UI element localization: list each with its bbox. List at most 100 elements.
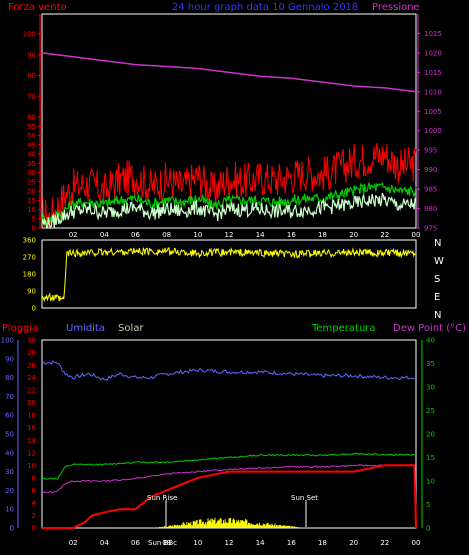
direction-tick-label: 270	[23, 254, 36, 262]
right-axis-tick-label: 1015	[424, 69, 442, 77]
rain-axis-tick-label: 100	[1, 337, 14, 345]
humidity-axis-tick-label: 8	[32, 474, 36, 482]
dewpoint-title: Dew Point (°C)	[393, 323, 466, 334]
rain-title: Pioggia	[2, 323, 38, 334]
rain-axis-tick-label: 30	[5, 468, 14, 476]
x-tick-label-bottom: 04	[100, 539, 109, 547]
direction-tick-label: 90	[27, 288, 36, 296]
humidity-axis-tick-label: 2	[32, 512, 36, 520]
rain-axis-tick-label: 20	[5, 487, 14, 495]
rain-axis-tick-label: 90	[5, 355, 14, 363]
compass-label: S	[434, 274, 440, 285]
rain-axis-tick-label: 80	[5, 374, 14, 382]
right-axis-tick-label: 975	[424, 225, 437, 233]
left-axis-tick-label: 5	[32, 215, 36, 223]
left-axis-tick-label: 90	[27, 51, 36, 59]
humidity-axis-tick-label: 10	[27, 462, 36, 470]
direction-series	[41, 246, 416, 303]
left-axis-tick-label: 10	[27, 206, 36, 214]
humidity-axis-tick-label: 12	[27, 449, 36, 457]
left-axis-tick-label: 0	[32, 225, 36, 233]
x-tick-label: 04	[100, 231, 109, 239]
humidity-axis-tick-label: 18	[27, 412, 36, 420]
temp-axis-tick-label: 35	[426, 360, 435, 368]
left-axis-tick-label: 30	[27, 169, 36, 177]
wind-series-2	[41, 192, 417, 230]
x-tick-label-bottom: 08	[162, 539, 171, 547]
left-axis-tick-label: 45	[27, 141, 36, 149]
temp-axis-tick-label: 0	[426, 525, 430, 533]
humidity-axis-tick-label: 26	[27, 362, 36, 370]
right-axis-tick-label: 980	[424, 205, 437, 213]
x-tick-label: 20	[349, 231, 358, 239]
humidity-line	[41, 360, 415, 381]
right-axis-tick-label: 1010	[424, 88, 442, 96]
humidity-axis-tick-label: 14	[27, 437, 36, 445]
temperature-title: Temperatura	[311, 323, 376, 334]
left-axis-tick-label: 100	[23, 31, 36, 39]
pressure-line	[41, 52, 417, 93]
left-axis-tick-label: 55	[27, 123, 36, 131]
x-tick-label-bottom: 00	[412, 539, 421, 547]
humidity-axis-tick-label: 16	[27, 424, 36, 432]
humidity-axis-tick-label: 24	[27, 374, 36, 382]
direction-tick-label: 360	[23, 237, 36, 245]
right-axis-tick-label: 1020	[424, 49, 442, 57]
x-tick-label-bottom: 14	[256, 539, 265, 547]
compass-label: W	[434, 256, 444, 267]
humidity-axis-tick-label: 22	[27, 387, 36, 395]
compass-label: N	[434, 310, 441, 321]
x-tick-label-bottom: 22	[380, 539, 389, 547]
x-tick-label: 02	[69, 231, 78, 239]
temp-axis-tick-label: 15	[426, 454, 435, 462]
panel-frame-1	[41, 13, 417, 229]
temp-axis-tick-label: 25	[426, 407, 435, 415]
x-tick-label-bottom: 12	[225, 539, 234, 547]
x-tick-label: 22	[380, 231, 389, 239]
sun-bbc-label: Sun BBc	[148, 539, 177, 547]
right-axis-tick-label: 1005	[424, 108, 442, 116]
rain-axis-tick-label: 10	[5, 506, 14, 514]
x-tick-label: 10	[193, 231, 202, 239]
compass-label: N	[434, 238, 441, 249]
left-axis-tick-label: 35	[27, 160, 36, 168]
humidity-axis-tick-label: 30	[27, 337, 36, 345]
compass-label: E	[434, 292, 440, 303]
x-tick-label-bottom: 20	[349, 539, 358, 547]
x-tick-label: 16	[287, 231, 296, 239]
direction-tick-label: 0	[32, 305, 36, 313]
temp-axis-tick-label: 40	[426, 337, 435, 345]
panel-frames	[41, 13, 417, 529]
humidity-axis-tick-label: 4	[32, 499, 37, 507]
axes-group: 0510152025303540455055607080901009759809…	[1, 14, 444, 547]
temp-axis-tick-label: 20	[426, 431, 435, 439]
x-tick-label: 06	[131, 231, 140, 239]
solar-title: Solar	[118, 323, 144, 334]
left-axis-tick-label: 60	[27, 114, 36, 122]
x-tick-label: 12	[225, 231, 234, 239]
left-axis-tick-label: 80	[27, 72, 36, 80]
right-axis-tick-label: 1000	[424, 127, 442, 135]
rain-axis-tick-label: 70	[5, 393, 14, 401]
temperature-line	[41, 452, 415, 480]
sun-rise-label: Sun Rise	[147, 494, 177, 502]
x-tick-label: 18	[318, 231, 327, 239]
left-axis-tick-label: 20	[27, 188, 36, 196]
right-axis-tick-label: 1025	[424, 30, 442, 38]
wind-series-1	[41, 182, 417, 227]
pressure-title: Pressione	[372, 2, 420, 13]
rain-axis-tick-label: 0	[10, 525, 14, 533]
x-tick-label-bottom: 06	[131, 539, 140, 547]
right-axis-tick-label: 990	[424, 166, 437, 174]
x-tick-label-bottom: 10	[193, 539, 202, 547]
x-tick-label-bottom: 16	[287, 539, 296, 547]
temp-axis-tick-label: 30	[426, 384, 435, 392]
humidity-title: Umidita	[66, 323, 105, 334]
chart-date-title: 24 hour graph data 10 Gennaio 2018	[172, 2, 358, 13]
left-axis-tick-label: 70	[27, 93, 36, 101]
temp-axis-tick-label: 10	[426, 478, 435, 486]
x-tick-label: 08	[162, 231, 171, 239]
dewpoint-line	[41, 464, 415, 494]
left-axis-tick-label: 25	[27, 178, 36, 186]
